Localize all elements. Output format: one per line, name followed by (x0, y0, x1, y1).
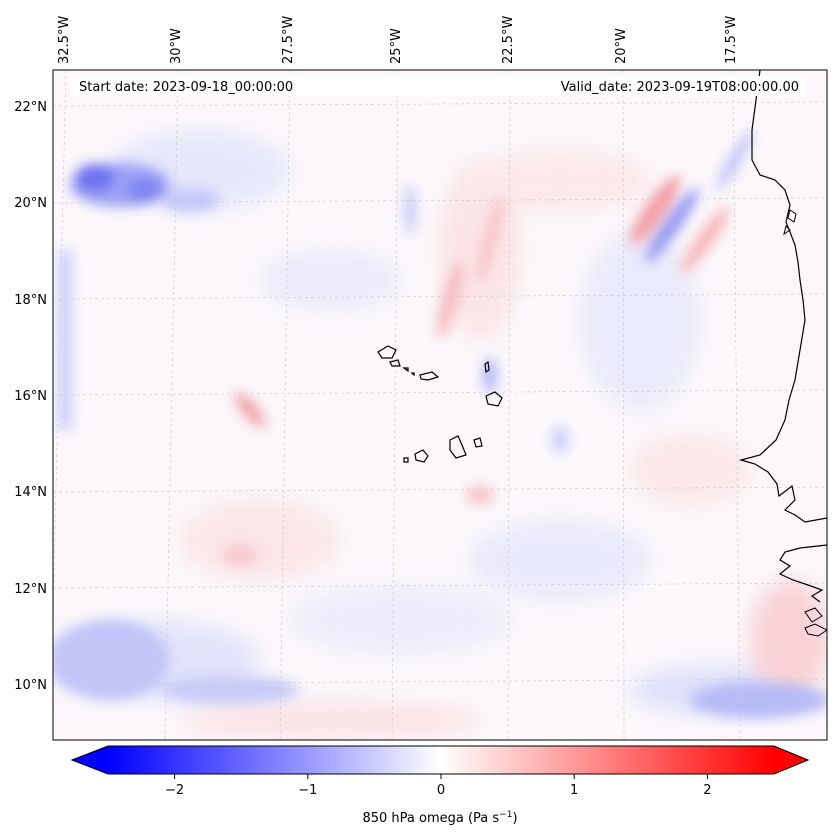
valid-date-label: Valid_date: 2023-09-19T08:00:00.00 (561, 80, 799, 95)
info-banner (70, 76, 807, 96)
colorbar-ticks: −2 −1 0 1 2 (165, 774, 712, 798)
lat-label: 10°N (14, 678, 47, 693)
colorbar-tick-label: 1 (570, 783, 578, 798)
lat-label: 12°N (14, 582, 47, 597)
lon-label: 17.5°W (724, 16, 739, 64)
latitude-labels: 22°N 20°N 18°N 16°N 14°N 12°N 10°N (14, 100, 47, 693)
lat-label: 18°N (14, 293, 47, 308)
lat-label: 14°N (14, 485, 47, 500)
lon-label: 30°W (169, 28, 184, 64)
colorbar-tick-label: 2 (703, 783, 711, 798)
african-coastline (738, 70, 827, 523)
colorbar-low-extend (72, 746, 108, 774)
colorbar-tick-label: −2 (165, 783, 184, 798)
lat-label: 16°N (14, 389, 47, 404)
lon-label: 27.5°W (281, 16, 296, 64)
map-area: Start date: 2023-09-18_00:00:00 Valid_da… (53, 70, 827, 740)
gridlines (53, 70, 827, 740)
colorbar: −2 −1 0 1 2 850 hPa omega (Pa s−1) (70, 745, 810, 826)
lon-label: 22.5°W (501, 16, 516, 64)
colorbar-tick-label: 0 (437, 783, 445, 798)
start-date-label: Start date: 2023-09-18_00:00:00 (79, 80, 293, 95)
lat-label: 22°N (14, 100, 47, 115)
map-frame (52, 69, 828, 741)
colorbar-high-extend (774, 746, 808, 774)
colorbar-label: 850 hPa omega (Pa s−1) (362, 810, 517, 826)
colorbar-gradient (108, 746, 774, 774)
lon-label: 25°W (389, 28, 404, 64)
lat-label: 20°N (14, 196, 47, 211)
omega-field (53, 129, 827, 738)
lon-label: 32.5°W (57, 16, 72, 64)
colorbar-outline (70, 745, 810, 775)
colorbar-tick-label: −1 (298, 783, 317, 798)
lon-label: 20°W (614, 28, 629, 64)
cape-verde-islands (377, 345, 503, 463)
longitude-labels: 32.5°W 30°W 27.5°W 25°W 22.5°W 20°W 17.5… (57, 16, 739, 64)
